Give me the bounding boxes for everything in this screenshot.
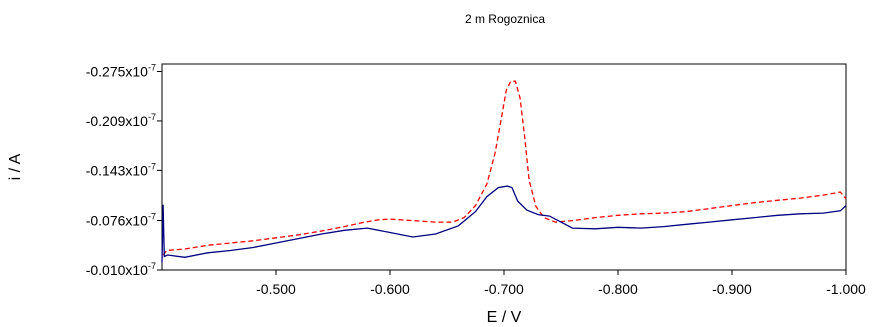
- y-tick-label: -0.209x10-7: [86, 112, 156, 129]
- y-tick-label: -0.275x10-7: [86, 62, 156, 79]
- x-tick-label: -0.600: [370, 281, 410, 297]
- x-axis: -0.500 -0.600 -0.700 -0.800 -0.900 -1.000: [256, 270, 866, 297]
- x-tick-label: -1.000: [826, 281, 866, 297]
- plot-area-frame: [161, 63, 847, 271]
- x-tick-label: -0.800: [598, 281, 638, 297]
- series-layer: [161, 80, 847, 263]
- series-line-2: [161, 185, 847, 263]
- y-axis: -0.275x10-7 -0.209x10-7 -0.143x10-7 -0.076x…: [86, 62, 162, 278]
- x-tick-label: -0.500: [256, 281, 296, 297]
- x-tick-label: -0.700: [484, 281, 524, 297]
- y-axis-title: i / A: [7, 153, 24, 180]
- y-tick-label: -0.143x10-7: [86, 161, 156, 178]
- y-tick-label: -0.010x10-7: [86, 261, 156, 278]
- x-axis-title: E / V: [487, 309, 522, 326]
- x-tick-label: -0.900: [712, 281, 752, 297]
- y-tick-label: -0.076x10-7: [86, 212, 156, 229]
- chart-title: 2 m Rogoznica: [465, 12, 545, 26]
- series-line-1: [162, 80, 847, 256]
